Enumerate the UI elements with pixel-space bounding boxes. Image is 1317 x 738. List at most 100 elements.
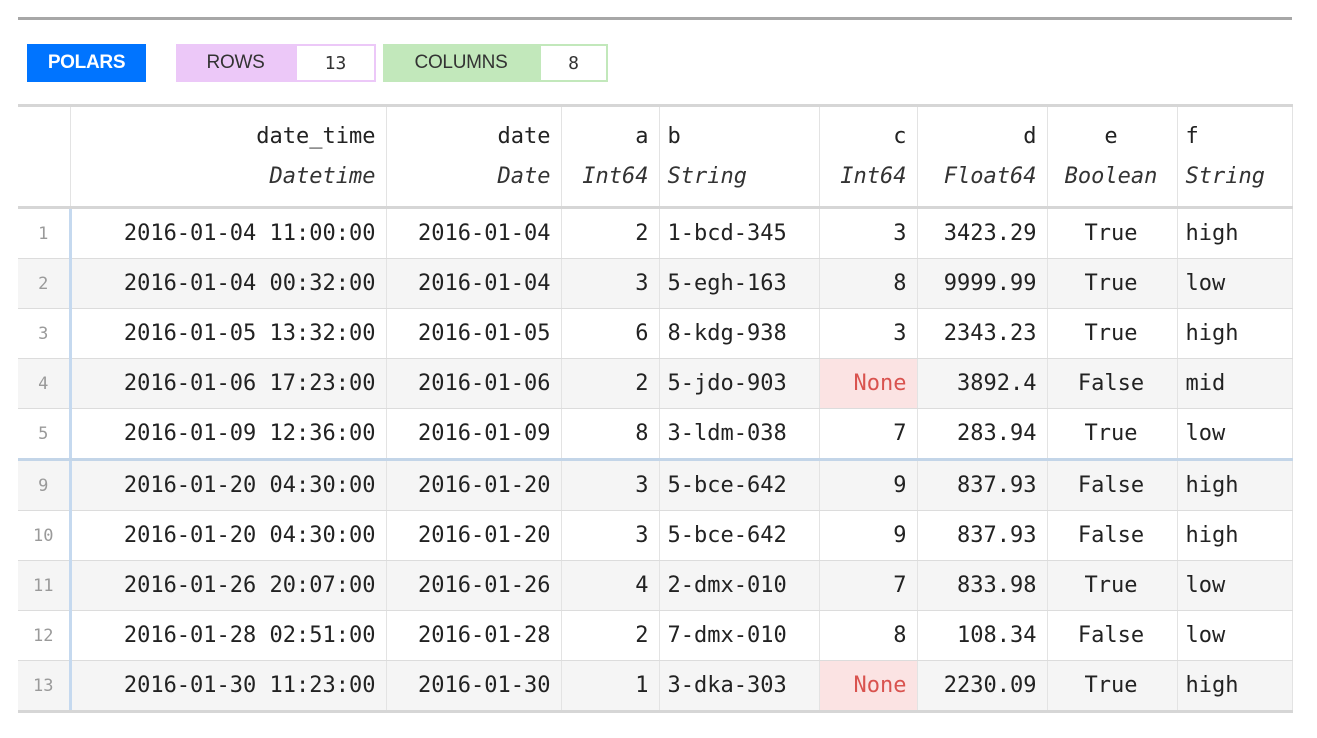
columns-badge: COLUMNS 8 [383,44,608,82]
row-index: 13 [18,660,72,713]
cell-b: 1-bcd-345 [659,207,820,259]
cell-date: 2016-01-09 [386,408,562,461]
cell-e: True [1047,660,1178,713]
cell-b: 7-dmx-010 [659,610,820,661]
column-header-c[interactable]: c Int64 [819,105,918,209]
cell-date: 2016-01-28 [386,610,562,661]
column-header-d[interactable]: d Float64 [917,105,1048,209]
cell-a: 2 [561,610,660,661]
cell-date-time: 2016-01-20 04:30:00 [70,510,387,561]
column-name: b [667,123,681,149]
column-header-b[interactable]: b String [659,105,820,209]
cell-c: 8 [819,258,918,309]
dataframe-summary-bar: POLARS ROWS 13 COLUMNS 8 [27,44,608,82]
cell-date-time: 2016-01-04 00:32:00 [70,258,387,309]
cell-b: 3-dka-303 [659,660,820,713]
cell-f: high [1177,459,1293,511]
cell-f: mid [1177,358,1293,409]
cell-e: True [1047,207,1178,259]
column-name: a [635,123,649,149]
cell-date: 2016-01-04 [386,207,562,259]
cell-c: 9 [819,459,918,511]
cell-a: 2 [561,358,660,409]
top-divider [18,17,1292,20]
cell-a: 8 [561,408,660,461]
cell-f: low [1177,258,1293,309]
table-body: 1 2016-01-04 11:00:00 2016-01-04 2 1-bcd-345… [18,207,1293,713]
column-name: c [893,123,907,149]
table-row[interactable]: 5 2016-01-09 12:36:00 2016-01-09 8 3-ldm-038… [18,408,1293,461]
cell-b: 5-jdo-903 [659,358,820,409]
rows-badge-label: ROWS [176,44,295,82]
table-row[interactable]: 12 2016-01-28 02:51:00 2016-01-28 2 7-dmx-01… [18,610,1293,661]
cell-date-time: 2016-01-28 02:51:00 [70,610,387,661]
cell-d: 837.93 [917,510,1048,561]
null-cell-c: None [819,660,918,713]
cell-f: high [1177,207,1293,259]
cell-d: 3892.4 [917,358,1048,409]
column-dtype: Datetime [269,163,376,189]
cell-d: 833.98 [917,560,1048,611]
cell-a: 3 [561,459,660,511]
cell-c: 7 [819,560,918,611]
cell-date: 2016-01-05 [386,308,562,359]
cell-f: low [1177,408,1293,461]
table-row[interactable]: 3 2016-01-05 13:32:00 2016-01-05 6 8-kdg-938… [18,308,1293,359]
cell-d: 9999.99 [917,258,1048,309]
row-index: 3 [18,308,72,359]
table-row[interactable]: 11 2016-01-26 20:07:00 2016-01-26 4 2-dmx-01… [18,560,1293,611]
row-index: 5 [18,408,72,461]
cell-a: 2 [561,207,660,259]
table-row[interactable]: 10 2016-01-20 04:30:00 2016-01-20 3 5-bce-64… [18,510,1293,561]
cell-e: False [1047,610,1178,661]
row-index: 4 [18,358,72,409]
column-header-date-time[interactable]: date_time Datetime [70,105,387,209]
cell-b: 5-bce-642 [659,510,820,561]
row-index: 9 [18,459,72,511]
row-index: 11 [18,560,72,611]
cell-c: 7 [819,408,918,461]
cell-d: 837.93 [917,459,1048,511]
cell-e: False [1047,459,1178,511]
columns-badge-value: 8 [539,44,608,82]
table-row[interactable]: 9 2016-01-20 04:30:00 2016-01-20 3 5-bce-642… [18,459,1293,511]
cell-e: False [1047,510,1178,561]
cell-date-time: 2016-01-20 04:30:00 [70,459,387,511]
cell-e: True [1047,560,1178,611]
column-header-f[interactable]: f String [1177,105,1293,209]
column-dtype: Int64 [840,163,907,189]
row-index: 2 [18,258,72,309]
cell-f: low [1177,610,1293,661]
column-header-date[interactable]: date Date [386,105,562,209]
cell-e: True [1047,408,1178,461]
cell-date-time: 2016-01-04 11:00:00 [70,207,387,259]
cell-date: 2016-01-30 [386,660,562,713]
cell-date-time: 2016-01-26 20:07:00 [70,560,387,611]
column-name: f [1185,123,1199,149]
null-cell-c: None [819,358,918,409]
cell-e: False [1047,358,1178,409]
columns-badge-label: COLUMNS [383,44,539,82]
cell-date: 2016-01-20 [386,459,562,511]
cell-f: high [1177,660,1293,713]
table-row[interactable]: 2 2016-01-04 00:32:00 2016-01-04 3 5-egh-163… [18,258,1293,309]
table-row[interactable]: 13 2016-01-30 11:23:00 2016-01-30 1 3-dka-30… [18,660,1293,713]
column-header-e[interactable]: e Boolean [1047,105,1178,209]
cell-a: 3 [561,510,660,561]
table-row[interactable]: 4 2016-01-06 17:23:00 2016-01-06 2 5-jdo-903… [18,358,1293,409]
table-row[interactable]: 1 2016-01-04 11:00:00 2016-01-04 2 1-bcd-345… [18,207,1293,259]
cell-b: 5-bce-642 [659,459,820,511]
row-index: 10 [18,510,72,561]
cell-c: 3 [819,207,918,259]
column-header-a[interactable]: a Int64 [561,105,660,209]
column-dtype: String [1185,163,1265,189]
cell-c: 8 [819,610,918,661]
cell-a: 1 [561,660,660,713]
column-dtype: Int64 [582,163,649,189]
cell-date: 2016-01-20 [386,510,562,561]
cell-d: 2343.23 [917,308,1048,359]
cell-date: 2016-01-04 [386,258,562,309]
cell-e: True [1047,308,1178,359]
column-dtype: Date [497,163,551,189]
cell-d: 108.34 [917,610,1048,661]
